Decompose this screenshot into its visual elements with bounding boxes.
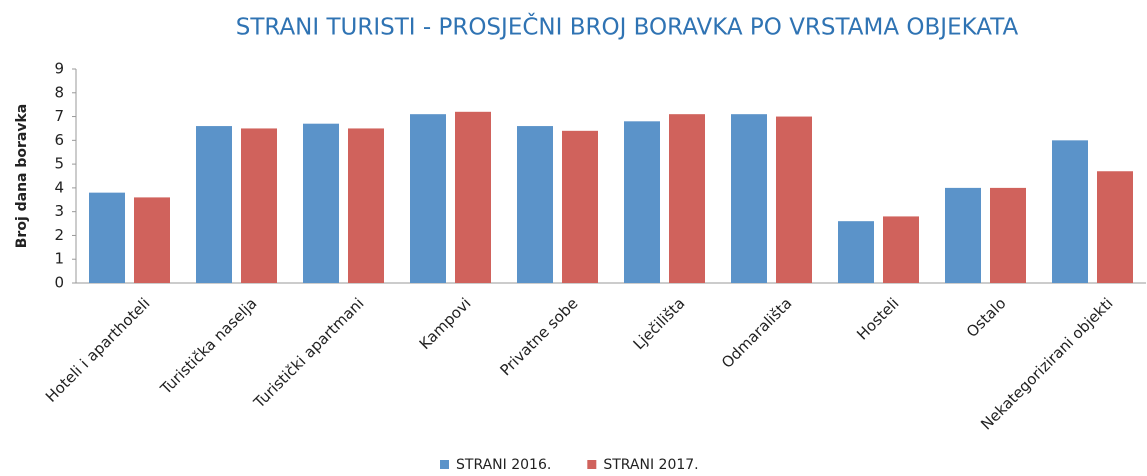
x-tick-label: Lječilišta: [630, 294, 689, 353]
y-axis-label: Broj dana boravka: [14, 104, 30, 249]
x-tick-label: Kampovi: [416, 294, 475, 353]
bar: [196, 126, 232, 283]
bar: [410, 114, 446, 283]
bar: [838, 221, 874, 283]
y-tick-label: 3: [54, 202, 64, 220]
x-tick-label: Privatne sobe: [496, 294, 581, 379]
bar: [945, 187, 981, 283]
bar: [134, 197, 170, 283]
y-tick-label: 7: [54, 107, 64, 125]
bar: [624, 121, 660, 283]
bar: [562, 130, 598, 283]
y-tick-label: 0: [54, 274, 64, 292]
x-tick-label: Odmarališta: [718, 294, 796, 372]
bar: [303, 123, 339, 283]
bar: [731, 114, 767, 283]
x-tick-label: Turistički apartmani: [250, 294, 368, 412]
bar: [669, 114, 705, 283]
x-tick-label: Turistička naselja: [156, 294, 260, 398]
bar: [89, 192, 125, 283]
legend-swatch: [440, 460, 449, 469]
bar: [1097, 171, 1133, 283]
legend-label: STRANI 2016.: [456, 457, 551, 473]
x-tick-label: Hosteli: [853, 294, 902, 343]
bar: [990, 187, 1026, 283]
bar: [1052, 140, 1088, 283]
y-tick-label: 2: [54, 226, 64, 244]
bar: [517, 126, 553, 283]
legend-label: STRANI 2017.: [603, 457, 698, 473]
y-tick-label: 1: [54, 250, 64, 268]
y-tick-label: 8: [54, 83, 64, 101]
y-tick-label: 9: [54, 60, 64, 78]
x-tick-label: Ostalo: [963, 294, 1010, 341]
y-tick-label: 4: [54, 178, 64, 196]
y-tick-label: 6: [54, 131, 64, 149]
bar: [241, 128, 277, 283]
legend-swatch: [587, 460, 597, 469]
bar: [776, 116, 812, 283]
chart-title: STRANI TURISTI - PROSJEČNI BROJ BORAVKA …: [236, 13, 1019, 41]
bar: [348, 128, 384, 283]
y-tick-label: 5: [54, 155, 64, 173]
bar: [455, 111, 491, 283]
x-tick-label: Hoteli i aparthoteli: [42, 294, 154, 406]
bar: [883, 216, 919, 283]
